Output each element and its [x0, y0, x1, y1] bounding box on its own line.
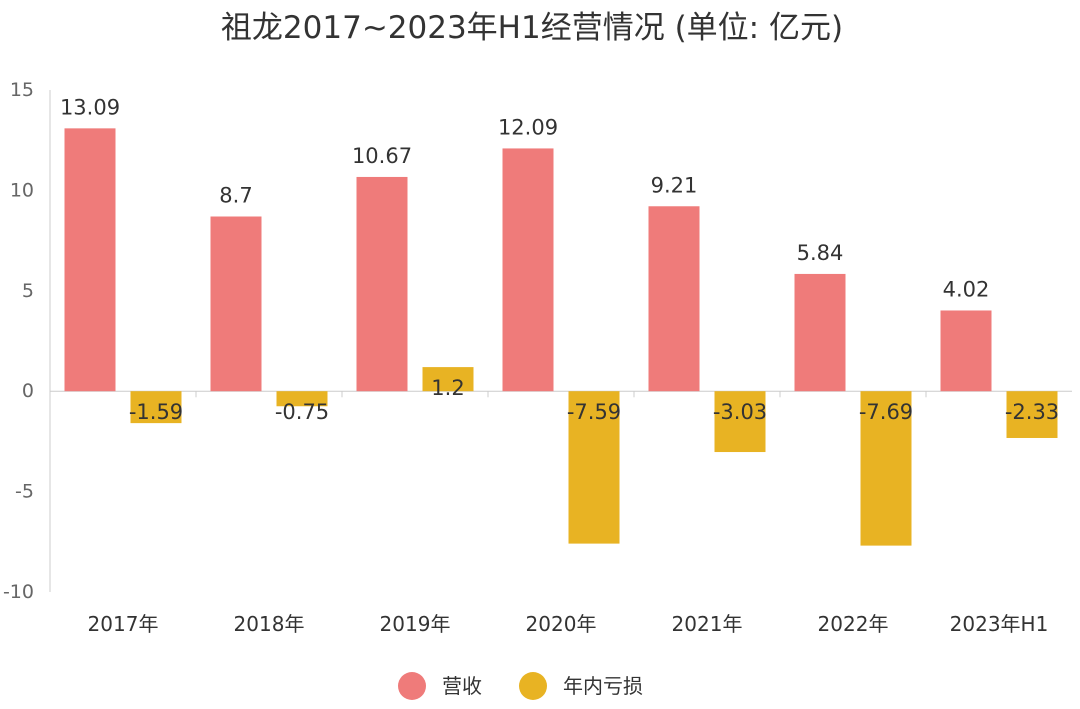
- x-tick-label: 2018年: [234, 612, 305, 636]
- bar-loss: [1006, 391, 1058, 438]
- legend: 营收 年内亏损: [398, 672, 643, 700]
- y-tick-label: 15: [10, 79, 34, 101]
- x-tick-label: 2021年: [672, 612, 743, 636]
- legend-marker-loss: [519, 672, 547, 700]
- x-tick-label: 2017年: [88, 612, 159, 636]
- data-label-loss: -1.59: [129, 400, 183, 424]
- data-labels: 13.09 8.7 10.67 12.09 9.21 5.84 4.02 -1.59 -0.75…: [60, 95, 1059, 424]
- bar-revenue: [64, 128, 116, 392]
- y-tick-label: 10: [10, 179, 34, 201]
- bar-revenue: [648, 206, 700, 392]
- data-label-revenue: 9.21: [651, 173, 698, 197]
- data-label-loss: -2.33: [1005, 400, 1059, 424]
- data-label-loss: -7.69: [859, 400, 913, 424]
- data-label-loss: -3.03: [713, 400, 767, 424]
- legend-marker-revenue: [398, 672, 426, 700]
- data-label-revenue: 8.7: [219, 184, 252, 208]
- y-tick-label: 0: [22, 380, 34, 402]
- y-tick-label: -10: [3, 581, 34, 603]
- bars: [64, 128, 1058, 546]
- bar-loss: [130, 391, 182, 424]
- y-tick-label: -5: [15, 481, 34, 503]
- data-label-revenue: 10.67: [352, 144, 412, 168]
- legend-label-loss: 年内亏损: [563, 674, 643, 698]
- bar-loss: [276, 391, 328, 407]
- bar-loss: [422, 367, 474, 392]
- x-tick-label: 2023年H1: [950, 612, 1049, 636]
- bar-loss: [568, 391, 620, 544]
- data-label-revenue: 5.84: [797, 241, 844, 265]
- x-tick-label: 2022年: [818, 612, 889, 636]
- x-tick-label: 2020年: [526, 612, 597, 636]
- data-label-revenue: 13.09: [60, 95, 120, 119]
- legend-label-revenue: 营收: [442, 674, 482, 698]
- data-label-loss: 1.2: [431, 376, 464, 400]
- data-label-revenue: 12.09: [498, 115, 558, 139]
- bar-revenue: [356, 176, 408, 392]
- bar-revenue: [502, 148, 554, 392]
- chart-title: 祖龙2017~2023年H1经营情况 (单位: 亿元): [221, 10, 843, 46]
- x-tick-label: 2019年: [380, 612, 451, 636]
- bar-revenue: [794, 273, 846, 392]
- y-tick-label: 5: [22, 280, 34, 302]
- bar-revenue: [210, 216, 262, 392]
- bar-revenue: [940, 310, 992, 392]
- data-label-loss: -7.59: [567, 400, 621, 424]
- data-label-loss: -0.75: [275, 400, 329, 424]
- bar-loss: [860, 391, 912, 546]
- bar-loss: [714, 391, 766, 453]
- data-label-revenue: 4.02: [943, 277, 990, 301]
